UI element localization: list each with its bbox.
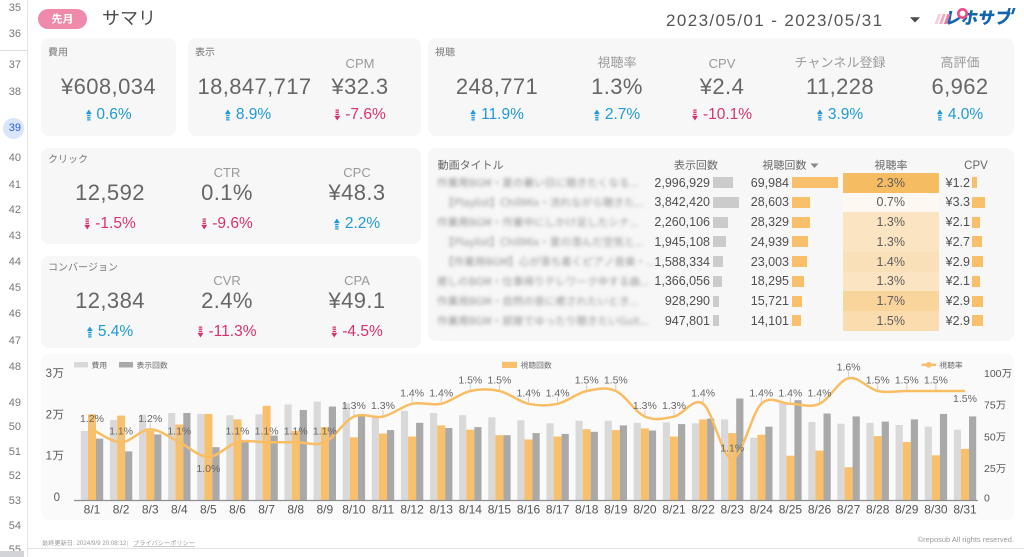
svg-text:|: | — [127, 540, 129, 547]
svg-text:: 2024/9/9 20:08:12: : 2024/9/9 20:08:12 — [73, 540, 127, 547]
svg-text:©reposub All rights reserved.: ©reposub All rights reserved. — [918, 535, 1014, 544]
